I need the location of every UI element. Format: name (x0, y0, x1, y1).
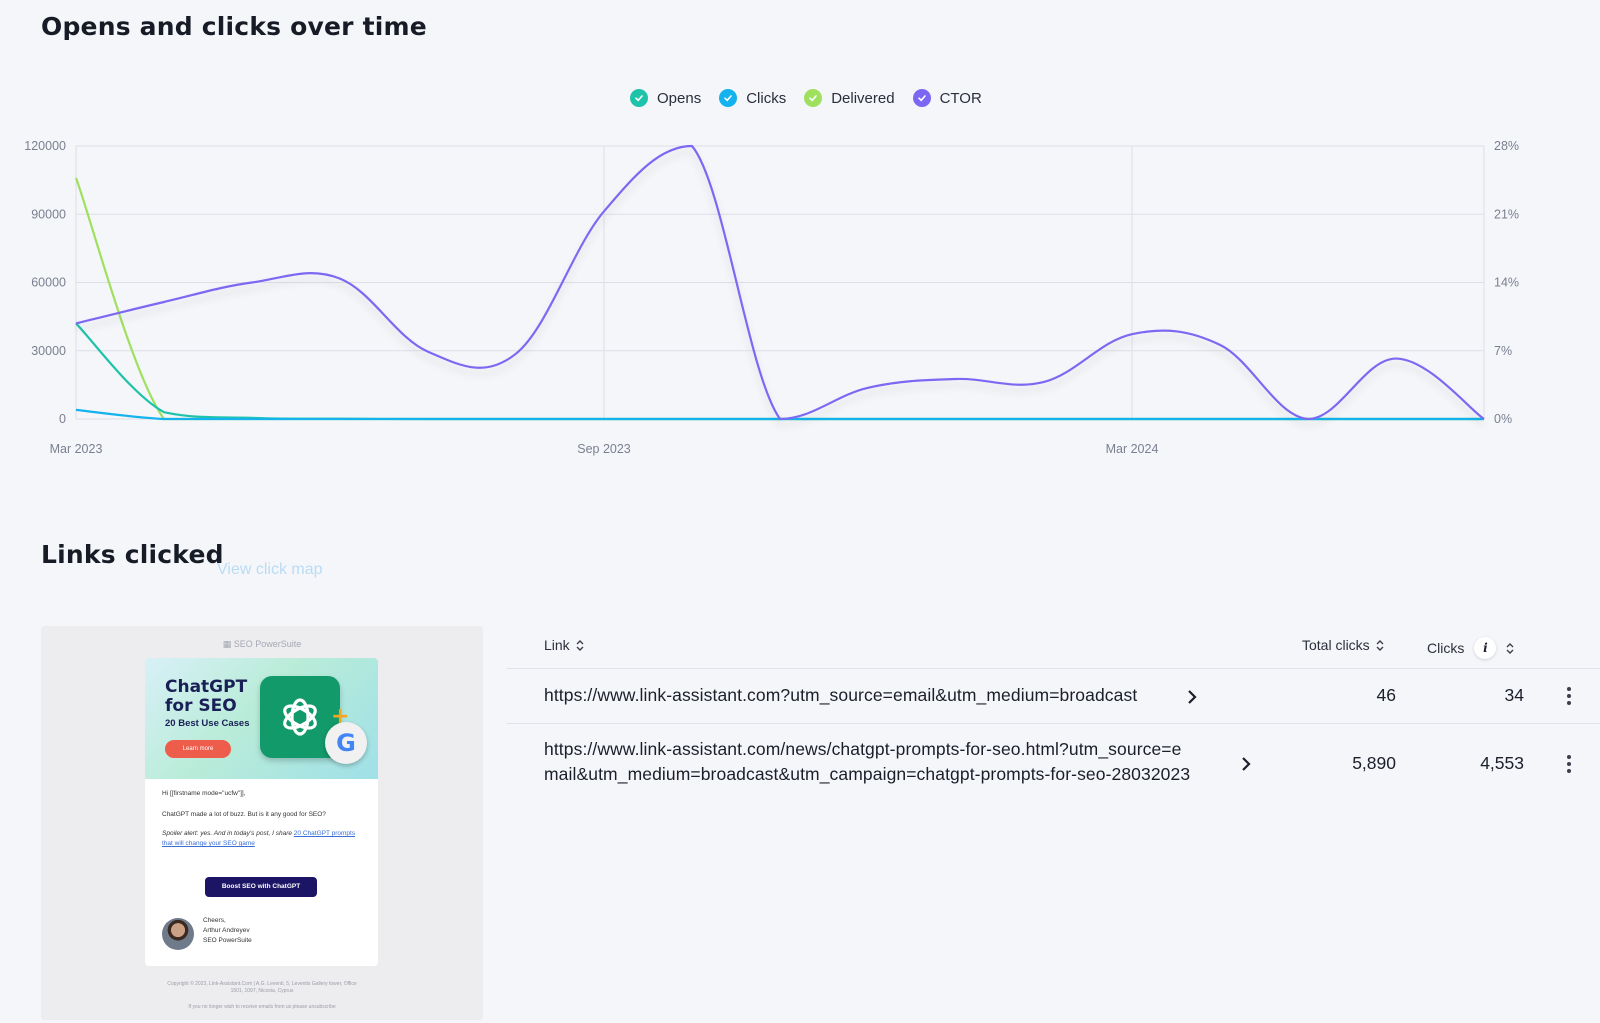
preview-unsubscribe: If you no longer wish to receive emails … (188, 1004, 336, 1010)
legend-label: Clicks (746, 89, 787, 107)
legend-item-delivered[interactable]: Delivered (804, 89, 895, 107)
boost-seo-button: Boost SEO with ChatGPT (205, 877, 317, 897)
y-left-tick-label: 90000 (31, 207, 66, 221)
check-icon (804, 89, 823, 107)
preview-footer: Copyright © 2023, Link-Assistant.Com | A… (167, 981, 357, 994)
y-left-tick-label: 0 (59, 412, 66, 426)
legend-item-opens[interactable]: Opens (630, 89, 701, 107)
y-left-tick-label: 30000 (31, 344, 66, 358)
y-left-tick-label: 120000 (24, 139, 66, 153)
sort-icon (1376, 639, 1384, 652)
check-icon (630, 89, 648, 107)
chevron-right-icon[interactable] (1241, 756, 1251, 772)
chart-grid (75, 145, 1485, 420)
sort-icon (1506, 642, 1514, 655)
y-right-tick-label: 28% (1494, 139, 1519, 153)
preview-signature: Cheers, Arthur Andreyev SEO PowerSuite (203, 917, 252, 944)
view-click-map-link[interactable]: View click map (217, 561, 323, 578)
clicks-value: 4,553 (1480, 753, 1524, 773)
learn-more-button: Learn more (165, 740, 231, 758)
total-clicks-value: 46 (1376, 685, 1396, 705)
chart-section-title: Opens and clicks over time (41, 12, 427, 41)
banner-subtitle: 20 Best Use Cases (165, 718, 250, 729)
check-icon (719, 89, 738, 107)
x-tick-label: Mar 2023 (50, 442, 103, 456)
total-clicks-column-header[interactable]: Total clicks (1302, 637, 1384, 653)
info-icon[interactable]: i (1474, 637, 1497, 659)
chart-series (74, 144, 1485, 421)
table-divider (507, 723, 1600, 724)
series-line-ctor (75, 144, 1485, 421)
sort-icon (576, 639, 584, 652)
preview-paragraph-2: Spoiler alert: yes. And in today's post,… (162, 830, 356, 847)
opens-clicks-chart[interactable]: 0 0% 30000 7% 60000 14% 90000 21% 120000 28% Mar 2… (0, 130, 1600, 470)
link-column-header[interactable]: Link (544, 637, 584, 653)
y-left-tick-label: 60000 (31, 276, 66, 290)
y-right-tick-label: 0% (1494, 412, 1512, 426)
legend-label: CTOR (939, 89, 982, 107)
preview-greeting: Hi [[firstname mode="ucfw"]], (162, 790, 246, 797)
preview-brand: ▦ SEO PowerSuite (222, 639, 302, 649)
brand-logo-icon: ▦ (222, 639, 234, 649)
y-right-tick-label: 7% (1494, 344, 1512, 358)
y-right-tick-label: 14% (1494, 276, 1519, 290)
legend-item-clicks[interactable]: Clicks (719, 89, 786, 107)
preview-card: ChatGPT for SEO 20 Best Use Cases Learn … (145, 658, 378, 966)
chart-legend: Opens Clicks Delivered CTOR (630, 89, 982, 107)
chevron-right-icon[interactable] (1187, 689, 1197, 705)
legend-label: Opens (657, 89, 702, 107)
table-divider (507, 668, 1600, 669)
check-icon (912, 89, 931, 107)
email-preview[interactable]: ▦ SEO PowerSuite ChatGPT for SEO 20 Best… (41, 626, 483, 1020)
google-logo-icon: G (325, 722, 367, 764)
y-right-tick-label: 21% (1494, 207, 1519, 221)
clicks-value: 34 (1504, 685, 1524, 705)
series-line-opens (75, 322, 1484, 421)
x-tick-label: Mar 2024 (1106, 442, 1159, 456)
preview-paragraph-1: ChatGPT made a lot of buzz. But is it an… (162, 811, 326, 818)
legend-label: Delivered (831, 89, 895, 107)
table-row-link[interactable]: https://www.link-assistant.com?utm_sourc… (544, 685, 1138, 705)
chart-axes: 0 0% 30000 7% 60000 14% 90000 21% 120000 28% Mar 2… (24, 139, 1519, 456)
preview-banner: ChatGPT for SEO 20 Best Use Cases Learn … (145, 658, 378, 779)
author-avatar (162, 918, 194, 950)
legend-item-ctor[interactable]: CTOR (912, 89, 982, 107)
banner-title: ChatGPT for SEO (165, 677, 248, 716)
table-row-link[interactable]: https://www.link-assistant.com/news/chat… (544, 739, 1191, 784)
row-menu-icon[interactable] (1561, 753, 1577, 775)
links-section-title: Links clicked (41, 540, 224, 569)
x-tick-label: Sep 2023 (577, 442, 631, 456)
total-clicks-value: 5,890 (1352, 753, 1396, 773)
clicks-column-header[interactable]: Clicks i (1427, 637, 1514, 659)
row-menu-icon[interactable] (1561, 685, 1577, 707)
